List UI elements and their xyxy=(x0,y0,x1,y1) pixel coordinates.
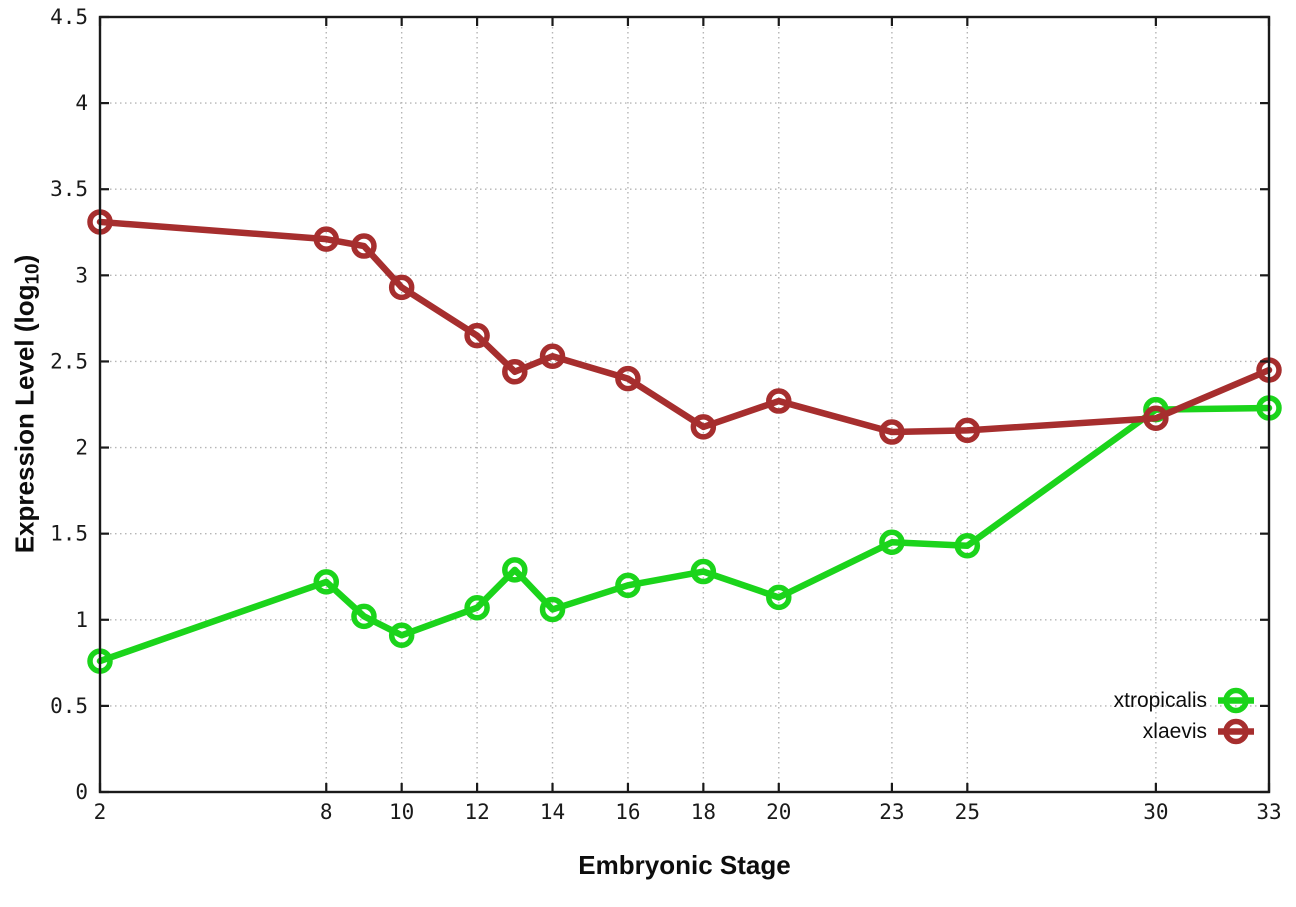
x-tick-label: 30 xyxy=(1143,800,1168,824)
x-tick-label: 2 xyxy=(94,800,107,824)
data-point-xlaevis-stage-18 xyxy=(690,414,717,440)
x-axis-title: Embryonic Stage xyxy=(578,850,791,880)
data-point-xtropicalis-stage-23 xyxy=(879,529,905,556)
data-point-xlaevis-stage-30 xyxy=(1143,405,1169,432)
data-point-xlaevis-stage-10 xyxy=(388,274,415,301)
y-tick-label: 2.5 xyxy=(50,349,88,373)
data-point-xtropicalis-stage-13 xyxy=(502,557,528,583)
plot-border xyxy=(98,15,1271,794)
y-tick-label: 0 xyxy=(75,780,88,804)
data-point-xlaevis-stage-16 xyxy=(615,365,641,392)
data-point-xlaevis-stage-9 xyxy=(351,233,377,259)
y-axis-title-subscript: 10 xyxy=(22,263,44,285)
legend-label-xlaevis: xlaevis xyxy=(1142,720,1207,743)
data-point-xtropicalis-stage-20 xyxy=(766,584,792,611)
x-tick-label: 10 xyxy=(389,800,414,824)
x-tick-label: 8 xyxy=(320,800,333,824)
x-tick-label: 18 xyxy=(691,800,716,824)
legend: xtropicalis xlaevis xyxy=(1114,686,1256,746)
y-tick-labels: 0 0.5 1 1.5 2 2.5 3 3.5 4 4.5 xyxy=(50,5,88,804)
data-point-xtropicalis-stage-25 xyxy=(954,532,981,559)
data-point-xtropicalis-stage-10 xyxy=(388,622,415,649)
series-xlaevis xyxy=(87,209,1282,445)
data-point-xtropicalis-stage-9 xyxy=(351,603,377,630)
grid-layer xyxy=(100,17,1269,792)
y-tick-label: 3.5 xyxy=(50,177,88,201)
data-point-xlaevis-stage-12 xyxy=(464,322,490,349)
y-tick-label: 1 xyxy=(75,608,88,632)
data-point-xtropicalis-stage-14 xyxy=(539,596,566,623)
data-point-xlaevis-stage-14 xyxy=(539,343,566,370)
legend-item-xlaevis: xlaevis xyxy=(1143,717,1256,746)
legend-marker-xtropicalis xyxy=(1218,687,1254,714)
y-tick-label: 4 xyxy=(75,91,88,115)
y-tick-label: 0.5 xyxy=(50,694,88,718)
x-tick-label: 20 xyxy=(766,800,791,824)
legend-item-xtropicalis: xtropicalis xyxy=(1114,686,1256,715)
x-tick-label: 33 xyxy=(1256,800,1281,824)
legend-label-xtropicalis: xtropicalis xyxy=(1113,689,1207,712)
series-line-xlaevis xyxy=(96,218,1273,436)
x-tick-label: 16 xyxy=(615,800,640,824)
data-point-xlaevis-stage-25 xyxy=(954,417,981,444)
y-axis-title-close-paren: ) xyxy=(9,254,40,264)
y-tick-label: 3 xyxy=(75,263,88,287)
x-tick-label: 14 xyxy=(540,800,565,824)
series-line-xtropicalis xyxy=(96,404,1273,665)
data-point-xtropicalis-stage-16 xyxy=(615,572,641,599)
data-point-xlaevis-stage-20 xyxy=(766,388,792,414)
x-tick-label: 25 xyxy=(955,800,980,824)
legend-marker-xlaevis xyxy=(1218,718,1254,745)
data-point-xtropicalis-stage-18 xyxy=(690,558,717,585)
x-tick-label: 12 xyxy=(464,800,489,824)
tick-marks xyxy=(98,15,1271,794)
y-tick-label: 2 xyxy=(75,436,88,460)
y-tick-label: 1.5 xyxy=(50,522,88,546)
y-axis-title: Expression Level (log10) xyxy=(10,255,45,554)
series-xtropicalis xyxy=(87,395,1282,674)
x-tick-labels: 2 8 10 12 14 16 18 20 23 25 30 33 xyxy=(94,800,1282,824)
data-point-xlaevis-stage-13 xyxy=(502,359,528,385)
data-point-xtropicalis-stage-12 xyxy=(464,594,490,621)
series-layer xyxy=(87,209,1282,674)
y-tick-label: 4.5 xyxy=(50,5,88,29)
data-point-xlaevis-stage-8 xyxy=(313,226,340,252)
x-tick-label: 23 xyxy=(879,800,904,824)
y-axis-title-text: Expression Level (log xyxy=(9,284,40,554)
data-point-xtropicalis-stage-8 xyxy=(313,569,340,595)
data-point-xlaevis-stage-23 xyxy=(879,419,905,445)
